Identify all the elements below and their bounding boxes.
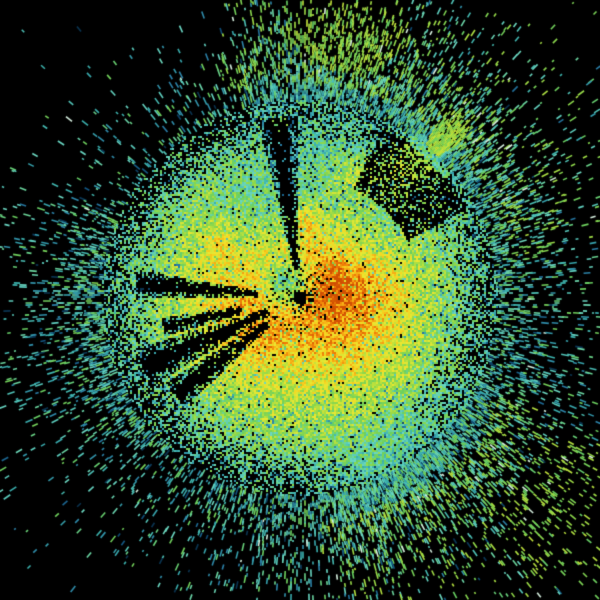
radar-figure <box>0 0 600 600</box>
radar-ppi-image <box>0 0 600 600</box>
